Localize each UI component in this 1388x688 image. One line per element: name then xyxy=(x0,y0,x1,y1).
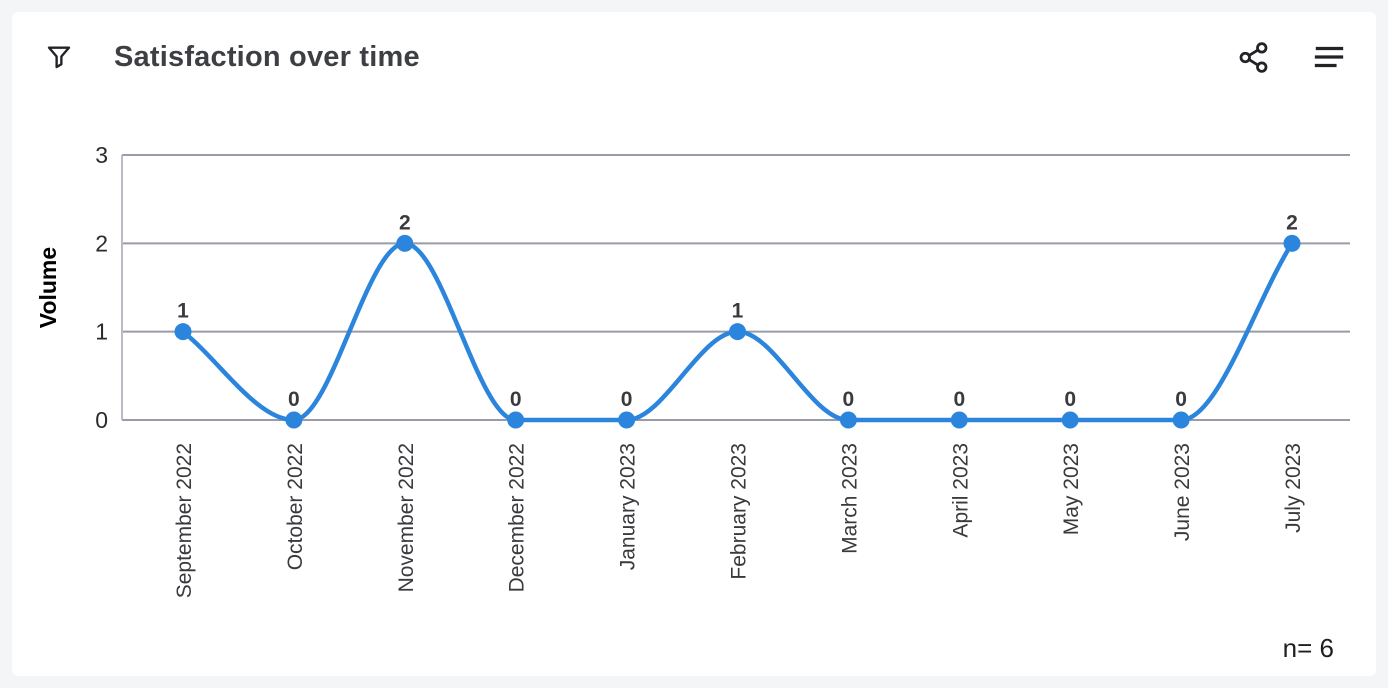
x-axis-label: December 2022 xyxy=(506,443,529,592)
data-point[interactable] xyxy=(1061,411,1079,429)
x-axis-label: June 2023 xyxy=(1171,443,1194,541)
chart-header: Satisfaction over time xyxy=(12,12,1376,102)
data-point[interactable] xyxy=(396,234,414,252)
sample-size-label: n= 6 xyxy=(1282,633,1334,663)
x-axis-label: April 2023 xyxy=(949,443,972,538)
data-point[interactable] xyxy=(839,411,857,429)
x-axis-label: October 2022 xyxy=(284,443,307,570)
y-axis-title: Volume xyxy=(35,247,61,328)
y-axis-tick: 1 xyxy=(95,319,108,345)
point-value-label: 0 xyxy=(1064,388,1076,411)
filter-button[interactable] xyxy=(42,39,76,75)
data-point[interactable] xyxy=(618,411,636,429)
point-value-label: 0 xyxy=(621,388,633,411)
share-icon xyxy=(1239,41,1268,73)
y-axis-tick: 0 xyxy=(95,407,108,433)
point-value-label: 0 xyxy=(843,388,855,411)
menu-button[interactable] xyxy=(1310,40,1348,74)
data-point[interactable] xyxy=(507,411,525,429)
point-value-label: 0 xyxy=(1175,388,1187,411)
share-button[interactable] xyxy=(1235,39,1272,76)
chart-title: Satisfaction over time xyxy=(114,40,420,73)
data-point[interactable] xyxy=(729,323,746,341)
point-value-label: 1 xyxy=(732,300,744,323)
y-axis-tick: 3 xyxy=(95,142,108,168)
data-point[interactable] xyxy=(174,323,192,341)
satisfaction-line-chart: 0 1 2 3 Volume 1 September 2022 0 October 2022 2 N… xyxy=(35,142,1350,598)
point-value-label: 0 xyxy=(288,388,300,411)
point-value-label: 0 xyxy=(510,388,522,411)
data-point[interactable] xyxy=(1172,411,1190,429)
x-axis-label: February 2023 xyxy=(728,443,751,580)
data-point[interactable] xyxy=(950,411,968,429)
point-value-label: 1 xyxy=(177,300,189,323)
x-axis-label: September 2022 xyxy=(173,443,196,598)
data-point[interactable] xyxy=(285,411,303,429)
funnel-icon xyxy=(47,46,71,69)
x-axis-label: May 2023 xyxy=(1060,443,1083,535)
hamburger-menu-icon xyxy=(1314,46,1344,68)
point-value-label: 0 xyxy=(953,388,965,411)
point-value-label: 2 xyxy=(1286,211,1298,234)
x-axis-label: July 2023 xyxy=(1282,443,1305,533)
x-axis-label: January 2023 xyxy=(617,443,640,570)
trend-line xyxy=(180,241,1295,423)
point-value-label: 2 xyxy=(399,211,411,234)
chart-card: Satisfaction over time 0 1 2 3 Volume 1 Septem… xyxy=(12,12,1376,676)
x-axis-label: March 2023 xyxy=(838,443,861,554)
x-axis-label: November 2022 xyxy=(395,443,418,592)
y-axis-tick: 2 xyxy=(95,230,108,256)
data-point[interactable] xyxy=(1283,234,1301,252)
